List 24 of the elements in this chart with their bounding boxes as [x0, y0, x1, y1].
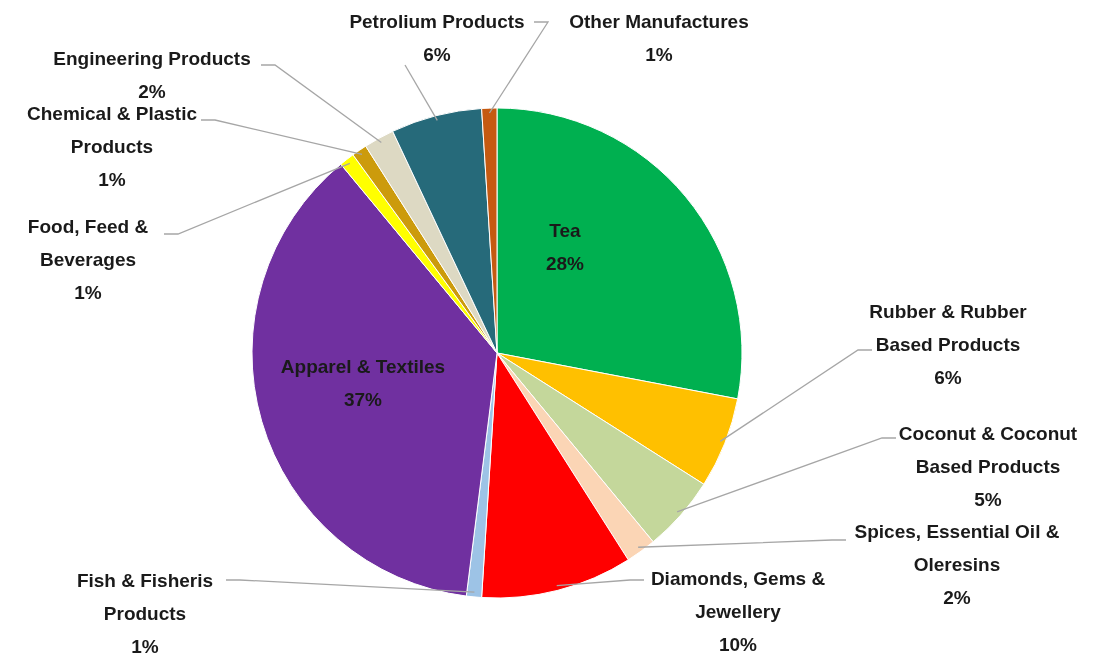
data-label: 1%	[98, 169, 126, 190]
slice-label: Food, Feed & Beverages	[27, 216, 149, 270]
data-label: 6%	[934, 367, 962, 388]
slice-label: Chemical & Plastic Products	[26, 103, 198, 157]
data-label: 6%	[423, 44, 451, 65]
slice-label: Rubber & Rubber Based Products	[869, 301, 1028, 355]
data-label: 37%	[343, 389, 383, 410]
slice-label: Petrolium Products	[349, 11, 525, 32]
data-label: 10%	[718, 634, 758, 655]
data-label: 2%	[138, 81, 166, 102]
data-label: 1%	[645, 44, 673, 65]
slice-label: Tea	[549, 220, 582, 241]
slice-label: Fish & Fisheris Products	[76, 570, 214, 624]
data-label: 5%	[974, 489, 1002, 510]
slice-label: Apparel & Textiles	[280, 356, 446, 377]
slice-label: Engineering Products	[53, 48, 251, 69]
slice-label: Spices, Essential Oil & Oleresins	[854, 521, 1060, 575]
slice-label: Diamonds, Gems & Jewellery	[650, 568, 826, 622]
slice-label: Other Manufactures	[569, 11, 749, 32]
slice-label: Coconut & Coconut Based Products	[898, 423, 1078, 477]
data-label: 1%	[131, 636, 159, 657]
data-label: 1%	[74, 282, 102, 303]
data-label: 2%	[943, 587, 971, 608]
data-label: 28%	[545, 253, 585, 274]
